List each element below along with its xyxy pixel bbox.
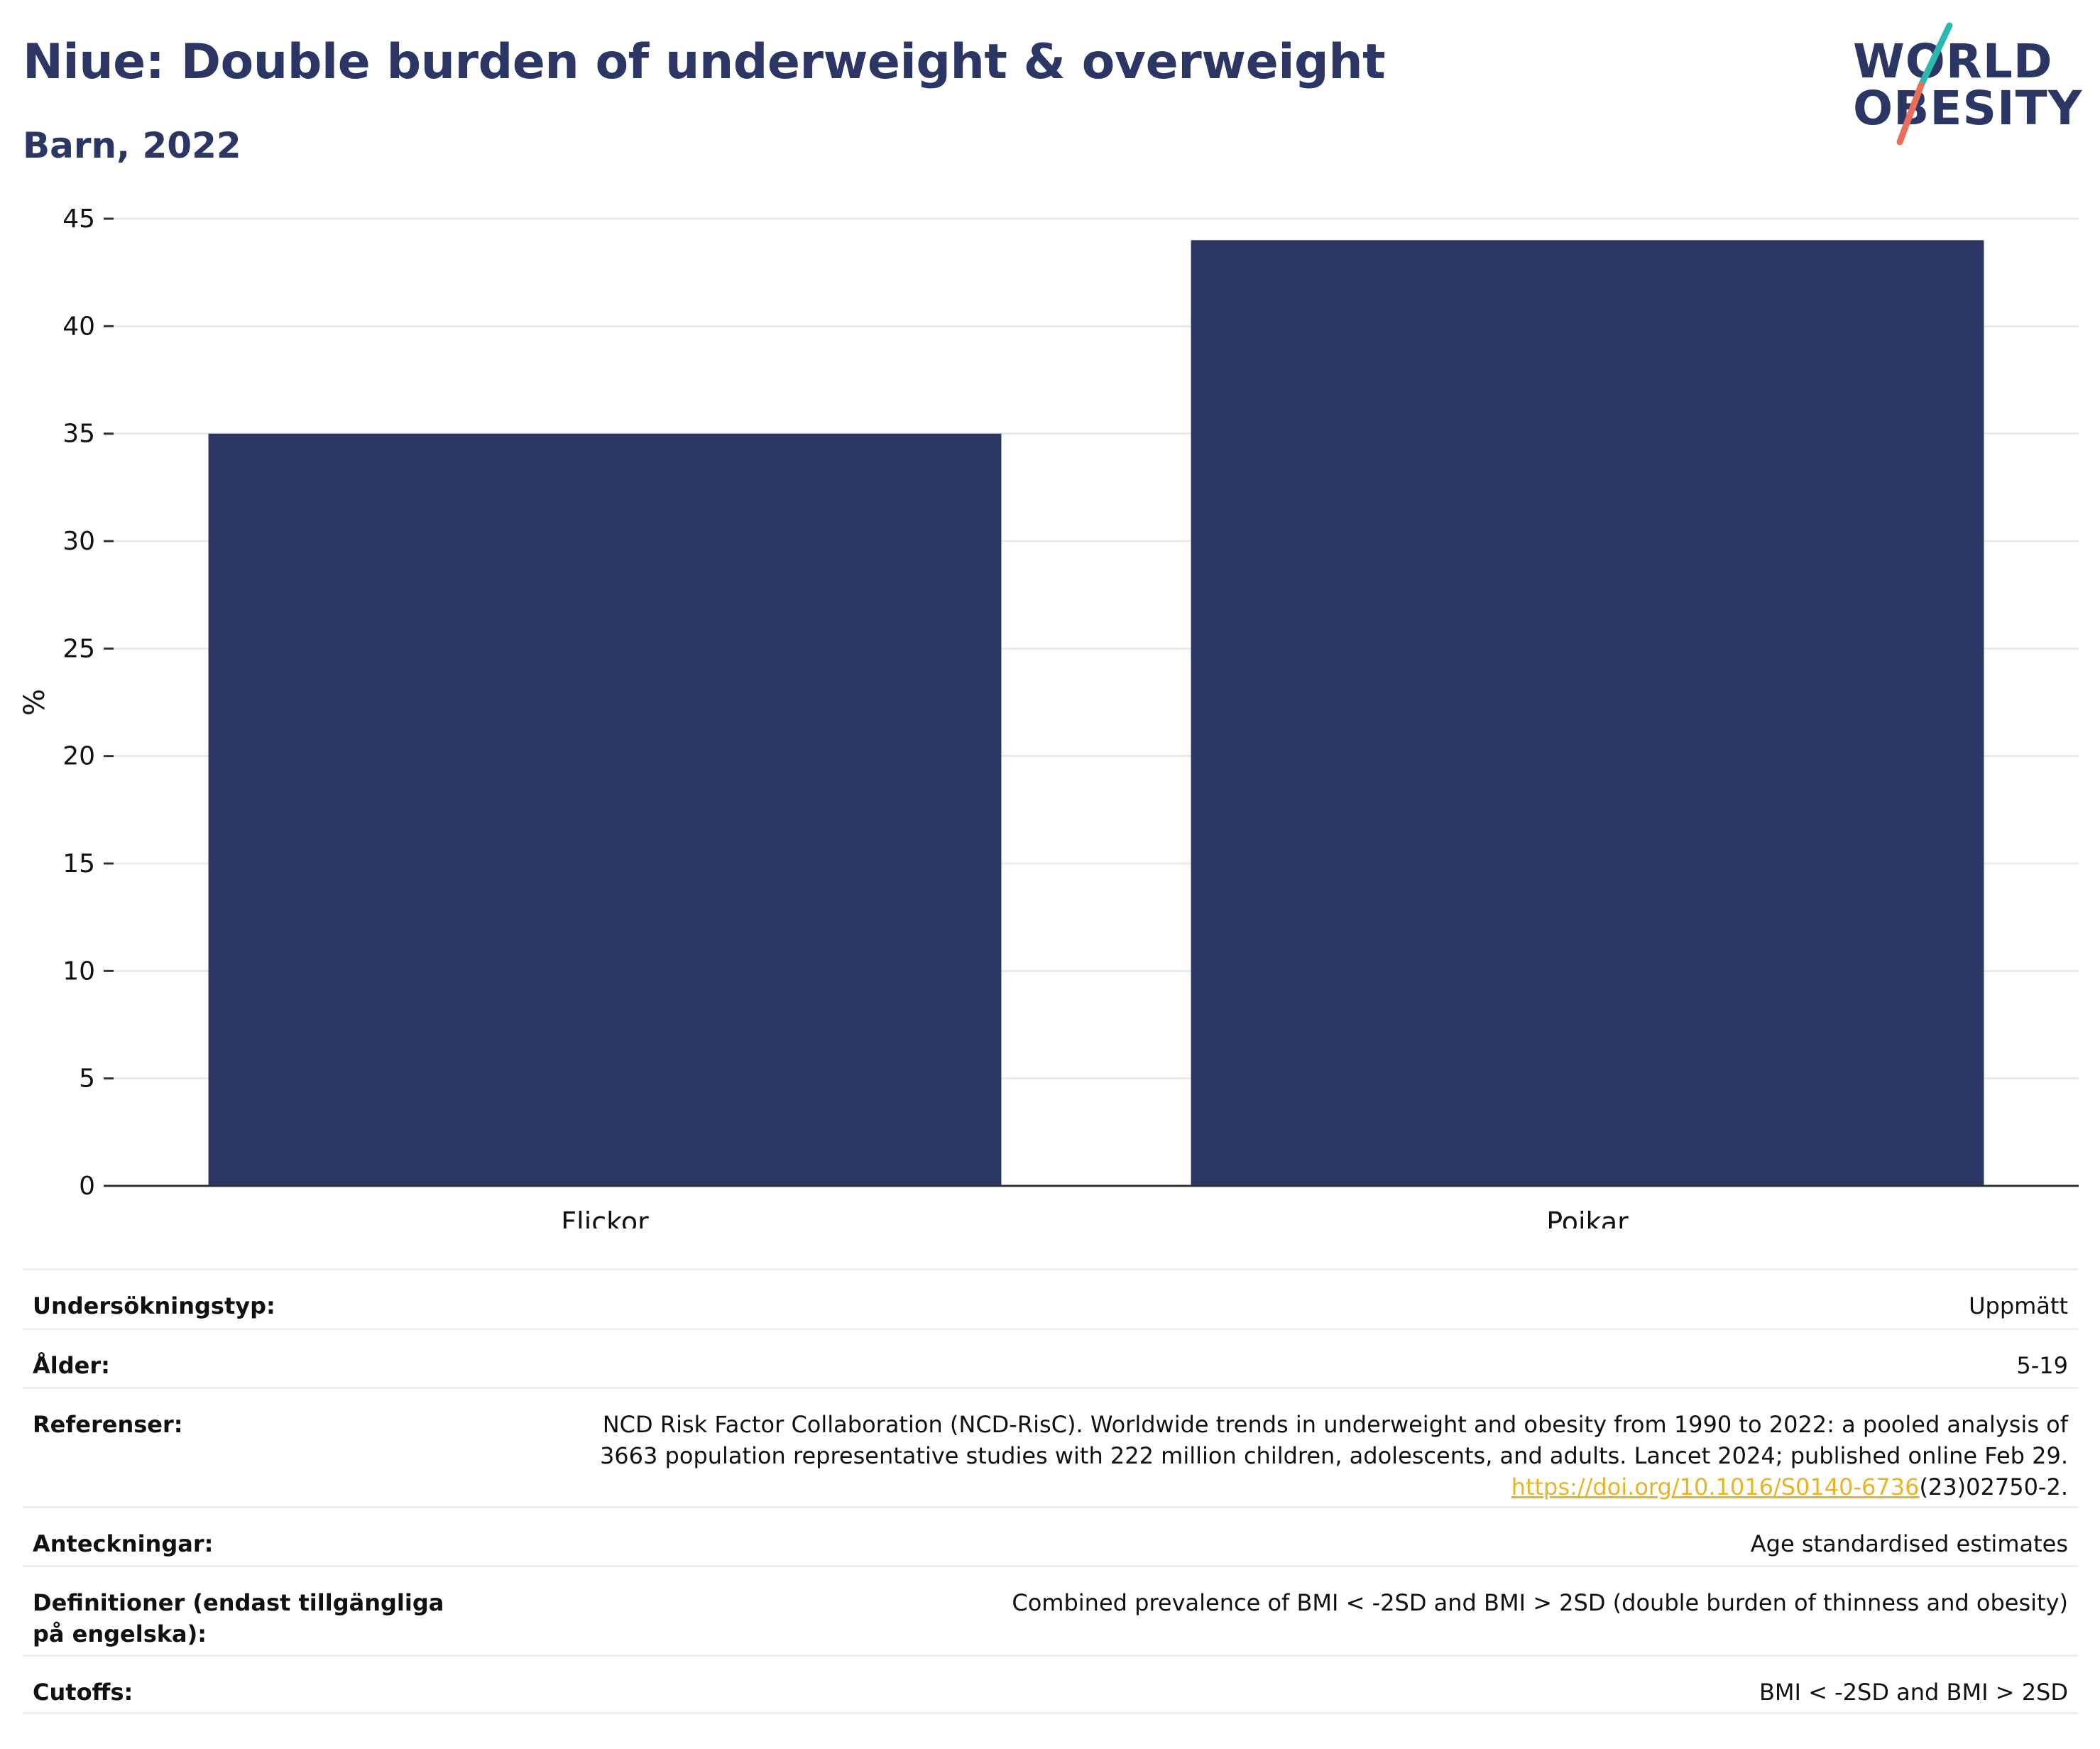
bar-chart: 0 5 10 15 20 25 30 35 40 45 Flickor Pojkar% [18, 205, 2079, 1228]
doi-link[interactable]: https://doi.org/10.1016/S0140-6736 [1511, 1473, 1920, 1500]
doi-suffix: (23)02750-2. [1919, 1473, 2068, 1500]
meta-value: Age standardised estimates [1750, 1530, 2068, 1557]
y-tick-label: 40 [62, 312, 95, 341]
logo-line-2: OBESITY [1853, 81, 2083, 136]
metadata-table: Undersökningstyp: Uppmätt Ålder: 5-19 Re… [23, 1268, 2078, 1714]
y-tick-label: 5 [79, 1064, 95, 1094]
meta-value: 5-19 [2016, 1352, 2068, 1379]
meta-label: Definitioner (endast tillgängliga på eng… [33, 1589, 444, 1647]
meta-label: Ålder: [33, 1352, 110, 1379]
meta-row-age: Ålder: 5-19 [23, 1328, 2078, 1387]
meta-label: Anteckningar: [33, 1530, 214, 1557]
references-text: NCD Risk Factor Collaboration (NCD-RisC)… [473, 1409, 2068, 1503]
y-axis-label: % [18, 689, 51, 716]
reference-line-1: NCD Risk Factor Collaboration (NCD-RisC)… [602, 1411, 2068, 1438]
meta-value: BMI < -2SD and BMI > 2SD [1759, 1679, 2068, 1706]
x-tick-label: Pojkar [1546, 1206, 1629, 1228]
meta-label: Referenser: [33, 1411, 183, 1438]
bar-flickor [208, 433, 1002, 1186]
y-tick-label: 35 [62, 420, 95, 449]
y-tick-label: 30 [62, 527, 95, 556]
chart-title: Niue: Double burden of underweight & ove… [23, 34, 1386, 90]
y-tick-label: 0 [79, 1172, 95, 1201]
reference-line-2: 3663 population representative studies w… [599, 1442, 2068, 1469]
logo-slash-icon [1896, 22, 1953, 146]
x-tick-label: Flickor [561, 1206, 649, 1228]
meta-value: Combined prevalence of BMI < -2SD and BM… [1012, 1589, 2068, 1616]
meta-label: Undersökningstyp: [33, 1292, 275, 1319]
logo-line-1: WORLD [1853, 34, 2053, 89]
y-tick-label: 25 [62, 634, 95, 663]
world-obesity-logo: WORLD OBESITY [1853, 21, 2083, 149]
bar-pojkar [1191, 240, 1984, 1187]
meta-row-cutoffs: Cutoffs: BMI < -2SD and BMI > 2SD [23, 1655, 2078, 1714]
y-tick-label: 10 [62, 957, 95, 986]
y-tick-label: 20 [62, 742, 95, 771]
meta-row-survey-type: Undersökningstyp: Uppmätt [23, 1268, 2078, 1328]
y-tick-label: 15 [62, 849, 95, 878]
meta-row-references: Referenser: NCD Risk Factor Collaboratio… [23, 1387, 2078, 1506]
chart-subtitle: Barn, 2022 [23, 125, 241, 166]
meta-row-notes: Anteckningar: Age standardised estimates [23, 1506, 2078, 1565]
meta-row-definitions: Definitioner (endast tillgängliga på eng… [23, 1565, 2078, 1655]
meta-value: Uppmätt [1969, 1292, 2068, 1319]
y-tick-label: 45 [62, 205, 95, 234]
meta-label: Cutoffs: [33, 1679, 133, 1706]
